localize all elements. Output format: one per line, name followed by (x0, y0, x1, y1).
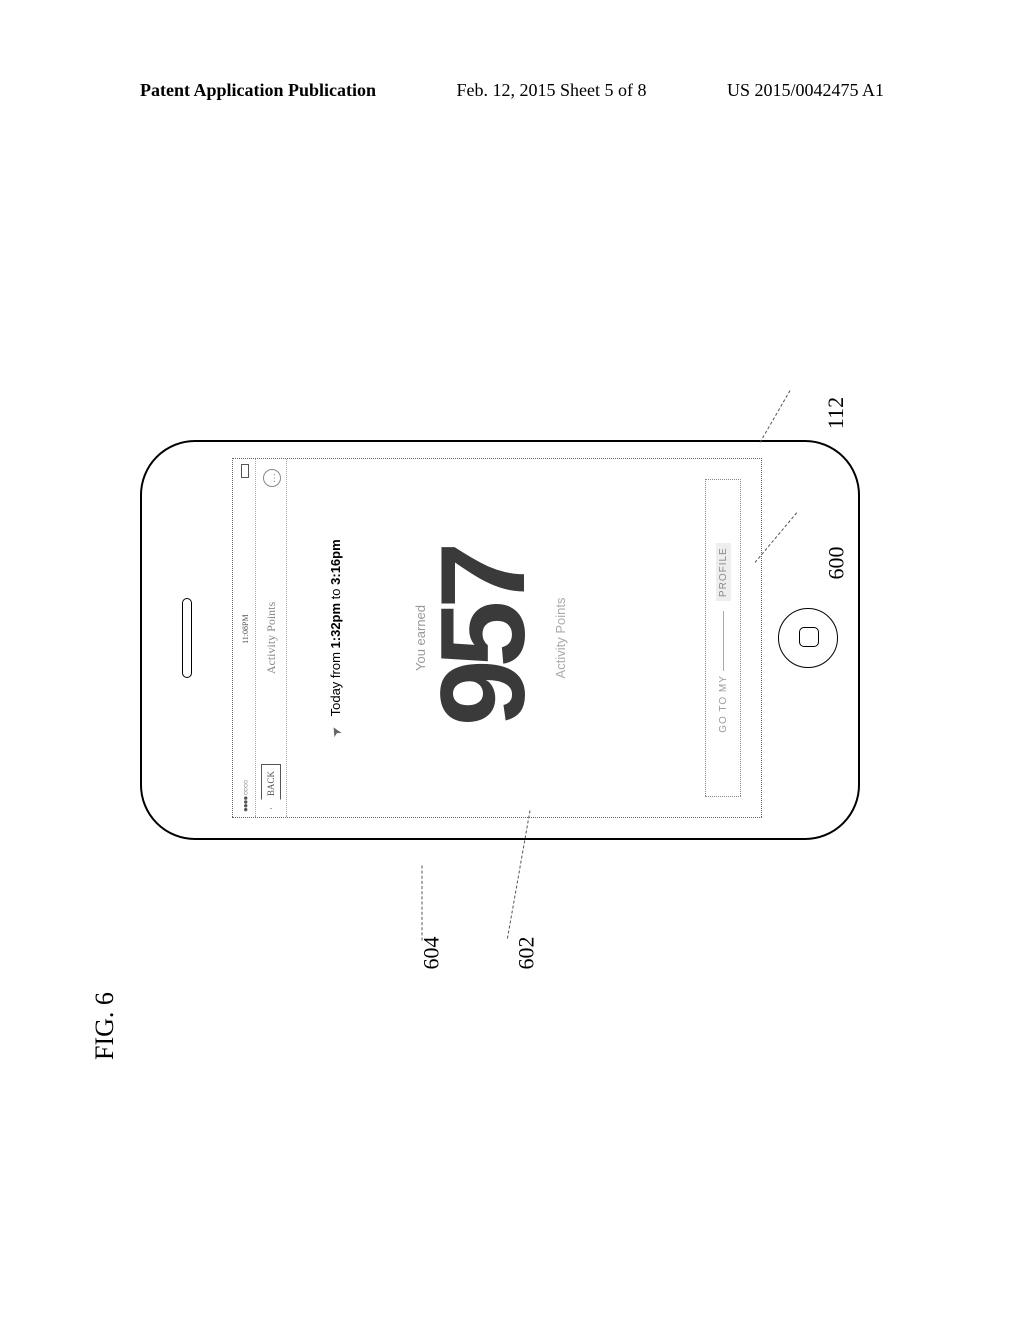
ref-600-label: 600 (824, 547, 850, 580)
nav-title: Activity Points (264, 602, 279, 674)
phone-body: ●●●● ○○○○ 11:08PM BACK Activity Points … (140, 440, 860, 840)
header-patent-number: US 2015/0042475 A1 (727, 80, 884, 101)
ref-602-label: 602 (514, 937, 540, 970)
earpiece (182, 598, 192, 678)
status-time: 11:08PM (241, 614, 250, 644)
profile-divider (723, 611, 724, 671)
page-header: Patent Application Publication Feb. 12, … (0, 80, 1024, 101)
signal-icon: ●●●● ○○○○ (241, 780, 250, 812)
back-button[interactable]: BACK (261, 764, 281, 809)
figure-container: FIG. 6 ●●●● ○○○○ 11:08PM BACK (140, 170, 860, 1070)
profile-suffix: PROFILE (716, 543, 731, 601)
ref-604-line (422, 866, 423, 941)
phone-device: ●●●● ○○○○ 11:08PM BACK Activity Points … (140, 320, 860, 840)
points-label: Activity Points (553, 459, 568, 817)
home-button-inner (799, 627, 819, 647)
phone-wrapper: ●●●● ○○○○ 11:08PM BACK Activity Points … (140, 320, 860, 840)
phone-screen: ●●●● ○○○○ 11:08PM BACK Activity Points … (232, 458, 762, 818)
points-number: 957 (423, 459, 543, 817)
profile-button[interactable]: GO TO MY PROFILE (705, 479, 741, 797)
more-icon[interactable]: … (263, 469, 281, 487)
header-date-sheet: Feb. 12, 2015 Sheet 5 of 8 (457, 80, 647, 101)
home-button[interactable] (778, 608, 838, 668)
battery-icon (241, 464, 249, 478)
profile-prefix: GO TO MY (718, 675, 729, 733)
session-time-row: ➤ Today from 1:32pm to 3:16pm (328, 459, 344, 817)
ref-604-label: 604 (419, 937, 445, 970)
status-bar: ●●●● ○○○○ 11:08PM (236, 464, 254, 812)
time-end: 3:16pm (328, 539, 343, 585)
time-prefix: Today from (328, 648, 343, 716)
time-mid: to (328, 585, 343, 603)
time-start: 1:32pm (328, 603, 343, 649)
nav-bar: BACK Activity Points … (255, 459, 287, 817)
figure-label: FIG. 6 (90, 992, 120, 1060)
header-publication: Patent Application Publication (140, 80, 376, 101)
pin-icon: ➤ (326, 723, 345, 740)
ref-112-label: 112 (823, 397, 849, 429)
back-button-label: BACK (266, 771, 276, 796)
